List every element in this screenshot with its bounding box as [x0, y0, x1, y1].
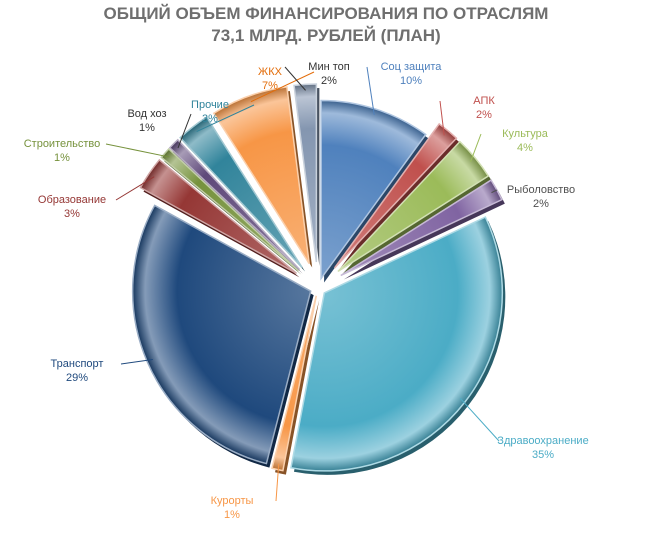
chart-subtitle: 73,1 МЛРД. РУБЛЕЙ (ПЛАН) — [211, 26, 440, 45]
slice-category-label: АПК — [473, 95, 495, 107]
slice-category-label: Транспорт — [51, 358, 104, 370]
slice-2 — [337, 140, 490, 273]
slice-12 — [293, 83, 318, 263]
slice-value-label: 3% — [64, 208, 80, 220]
leader-line — [275, 463, 280, 502]
slice-category-label: Курорты — [211, 495, 254, 507]
slice-value-label: 2% — [533, 198, 549, 210]
leader-line — [115, 176, 155, 201]
leader-line — [120, 358, 153, 365]
leader-line — [196, 104, 255, 133]
slice-4 — [290, 216, 504, 472]
slice-value-label: 2% — [476, 109, 492, 121]
slice-1 — [333, 122, 458, 269]
leader-line — [439, 100, 445, 136]
slice-category-label: Образование — [38, 194, 106, 206]
slice-category-label: Соц защита — [381, 61, 443, 73]
slice-value-label: 4% — [517, 142, 533, 154]
slice-value-label: 7% — [262, 80, 278, 92]
slice-category-label: ЖКХ — [258, 66, 283, 78]
slice-5 — [271, 295, 317, 472]
slice-category-label: Культура — [502, 128, 549, 140]
slice-value-label: 3% — [202, 113, 218, 125]
leader-line — [470, 133, 482, 162]
data-labels: Соц защита 10% АПК 2% Культура 4% Рыболовство 2… — [24, 61, 589, 521]
slice-category-label: Прочие — [191, 99, 229, 111]
slice-value-label: 35% — [532, 449, 554, 461]
slice-category-label: Мин топ — [308, 61, 349, 73]
pie-slices — [131, 83, 506, 475]
slice-value-label: 2% — [321, 75, 337, 87]
chart-title: ОБЩИЙ ОБЪЕМ ФИНАНСИРОВАНИЯ ПО ОТРАСЛЯМ — [104, 4, 549, 23]
leader-line — [250, 71, 315, 103]
leader-line — [105, 143, 170, 158]
slice-6 — [131, 204, 312, 465]
slice-10 — [179, 116, 303, 268]
slice-value-label: 29% — [66, 372, 88, 384]
leader-line — [459, 397, 500, 442]
slice-category-label: Рыболовство — [507, 184, 575, 196]
slice-value-label: 1% — [54, 152, 70, 164]
slice-value-label: 1% — [139, 122, 155, 134]
slice-7 — [139, 158, 297, 275]
slice-0 — [320, 99, 427, 281]
slice-category-label: Вод хоз — [127, 108, 166, 120]
leader-line — [366, 66, 375, 115]
slice-11 — [212, 86, 310, 264]
slice-9 — [168, 138, 301, 271]
slice-category-label: Строительство — [24, 138, 101, 150]
slice-value-label: 10% — [400, 75, 422, 87]
leader-line — [284, 66, 306, 91]
slice-value-label: 1% — [224, 509, 240, 521]
leader-line — [177, 113, 192, 149]
slice-8 — [160, 147, 300, 272]
leader-line — [491, 189, 498, 194]
slice-category-label: Здравоохранение — [497, 435, 588, 447]
